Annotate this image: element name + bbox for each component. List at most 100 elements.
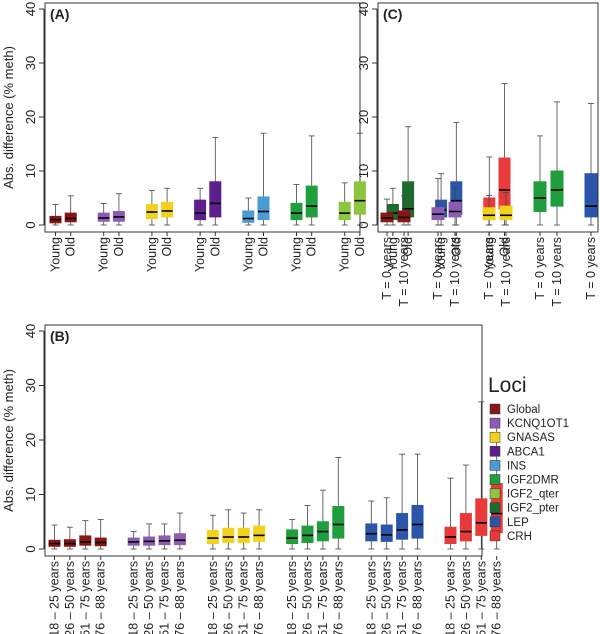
box [353,132,366,226]
box [286,519,299,550]
box-group-global [380,195,411,226]
box-group-kcnq1ot1 [431,178,462,226]
x-tick-label: Young [386,237,400,272]
panel-label: (B) [50,328,69,344]
x-tick-label: 76 – 88 years [94,561,108,634]
x-tick-label: 51 – 75 years [316,561,330,634]
legend-swatch [489,502,501,513]
y-tick-label: 30 [23,378,38,392]
box-group-igf2-qter [338,132,366,226]
x-axis: 18 – 25 years 26 – 50 years 51 – 75 years 7… [48,556,504,634]
box [332,457,345,550]
y-tick-label: 40 [23,2,38,16]
x-tick-label: 18 – 25 years [206,561,220,634]
box [301,504,314,550]
x-tick-label: Old [498,237,512,257]
y-tick-label: 0 [23,221,38,228]
x-tick-label: 51 – 75 years [395,561,409,634]
x-tick-label: Young [49,237,63,272]
legend-swatch [489,417,501,429]
box [64,195,77,226]
x-tick-label: 18 – 25 years [285,561,299,634]
box-body [397,210,411,223]
y-axis: 0 10 20 30 40 [356,2,378,229]
x-tick-label: Young [97,237,111,272]
legend-label: IGF2DMR [507,475,559,487]
box [411,453,424,550]
legend-swatch [489,530,501,542]
box-body [482,207,496,221]
box [550,101,564,226]
box-group-gnasas [206,509,266,550]
legend-label: CRH [507,531,532,543]
x-tick-label: 76 – 88 years [490,561,504,634]
x-tick-label: T = 0 years [584,237,598,300]
legend-item: IGF2_pter [489,502,559,515]
y-tick-label: 10 [23,164,38,178]
box [237,512,250,550]
box-group-lep [365,453,424,550]
box [380,497,393,550]
x-tick-label: Old [353,237,367,257]
y-axis: 0 10 20 30 40 [23,2,45,229]
x-tick-label: Young [193,237,207,272]
y-tick-label: 20 [23,110,38,124]
box-body [222,527,235,543]
box [482,194,496,226]
y-tick-label: 30 [356,56,371,70]
x-tick-label: 76 – 88 years [173,561,187,634]
x-tick-label: Old [208,237,222,257]
box [48,524,61,550]
x-axis: T = 0 years T = 10 years T = 0 years T = 10… [380,232,598,307]
x-tick-label: Old [449,237,463,257]
legend-label: Global [507,404,540,416]
box [209,137,222,226]
box [253,509,266,550]
box [194,187,207,226]
x-tick-label: Old [160,237,174,257]
legend-swatch [489,460,501,471]
box [158,523,171,550]
x-tick-label: T = 0 years [380,237,394,300]
box [305,135,318,226]
box [94,519,107,550]
panel-label: (A) [50,6,69,22]
box-group-global [49,195,77,226]
x-tick-label: T = 10 years [397,237,411,307]
legend-item: GNASAS [489,431,555,444]
box-body [305,185,318,218]
box [63,526,76,550]
x-tick-label: 51 – 75 years [474,561,488,634]
x-tick-label: 18 – 25 years [364,561,378,634]
x-tick-label: 26 – 50 years [142,561,156,634]
y-tick-label: 40 [356,2,371,16]
box [112,193,125,226]
legend-item: Global [489,403,540,416]
box [145,190,158,226]
box [533,135,547,226]
box-body [448,201,462,218]
box-body [194,199,207,221]
box-body [286,529,299,545]
y-axis-label: Abs. difference (% meth) [1,369,16,512]
box [338,182,351,226]
box [173,512,186,550]
y-tick-label: 0 [23,545,38,552]
y-tick-label: 40 [23,324,38,338]
x-tick-label: Young [434,237,448,272]
box-body [475,498,488,536]
box [143,523,156,550]
legend: Loci Global KCNQ1OT1 GNASAS ABCA1 INS IGF2DMR I… [488,374,569,543]
x-tick-label: Young [241,237,255,272]
box-body [444,526,457,545]
panel-b: (B) 0 10 20 30 40 Abs. difference (% meth) 18 –… [1,324,504,634]
box [242,197,255,226]
box-body [584,173,598,218]
legend-label: KCNQ1OT1 [507,418,569,430]
legend-title: Loci [488,374,527,397]
plot-frame [44,2,361,233]
box [79,520,92,550]
legend-swatch [489,474,501,485]
y-tick-label: 30 [23,56,38,70]
legend-swatch [489,431,501,443]
